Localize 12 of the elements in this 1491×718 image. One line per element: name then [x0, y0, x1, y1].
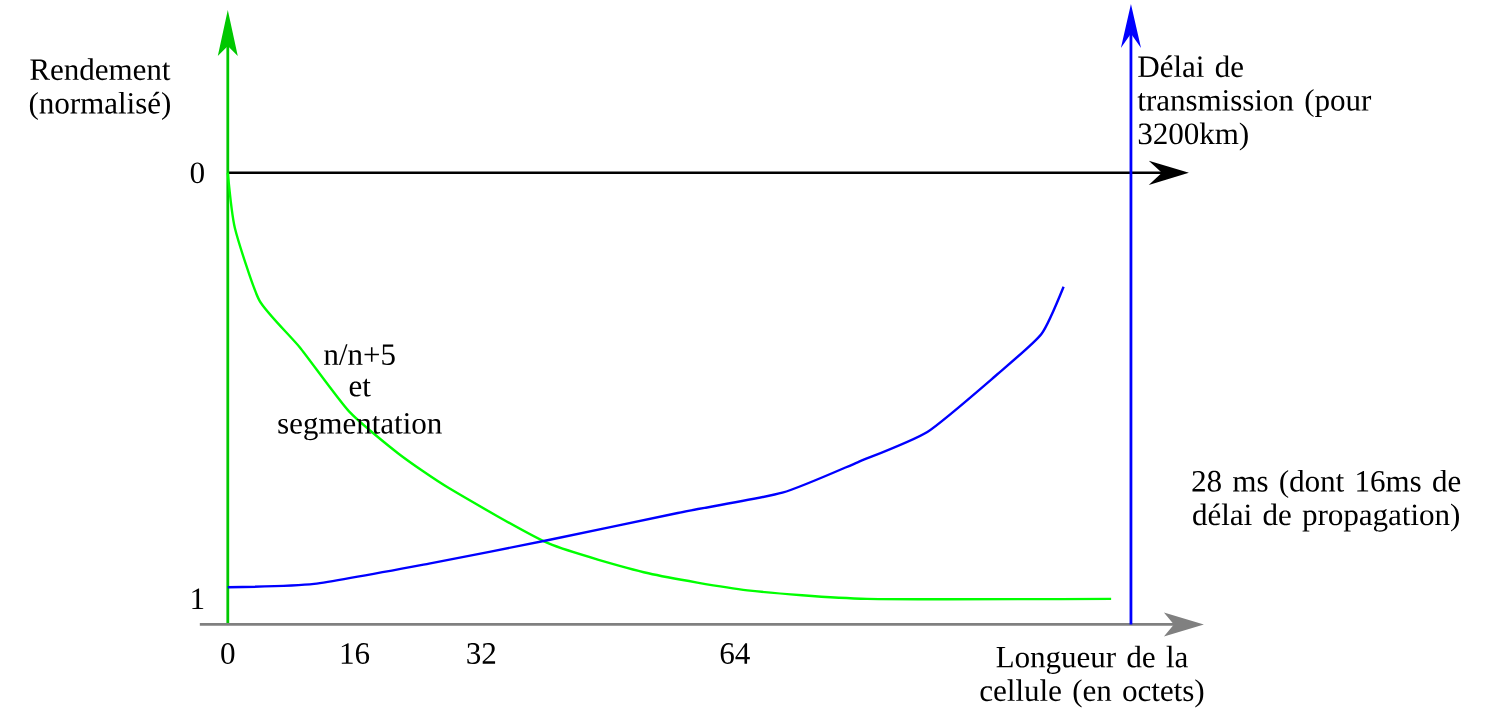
annotation: n/n+5 — [324, 344, 395, 365]
y-tick-label: 1 — [192, 588, 204, 609]
x-tick-label: 64 — [720, 642, 750, 664]
x-tick-label: 16 — [341, 642, 370, 664]
x-tick-label: 32 — [467, 642, 496, 664]
text: 28 ms (dont 16ms de délai de propagation) — [1192, 469, 1461, 532]
line-series — [226, 171, 1113, 601]
annotation: et — [349, 378, 371, 397]
y-axis-title: Délai de transmission (pour 3200km) — [1137, 55, 1372, 151]
y-axis-title: Rendement (normalisé) — [29, 58, 171, 120]
x-axis-title: Longueur de la cellule (en octets) — [980, 645, 1204, 708]
x-tick-label: 0 — [221, 642, 235, 664]
